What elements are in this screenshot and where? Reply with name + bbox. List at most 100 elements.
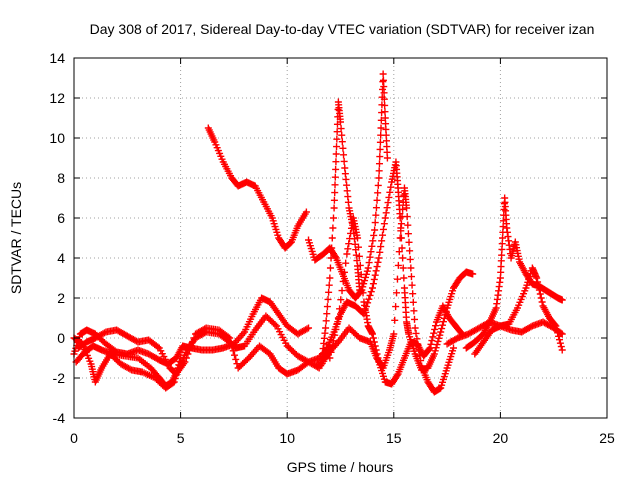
data-point-marker	[375, 174, 383, 182]
data-point-marker	[176, 357, 184, 365]
data-point-marker	[369, 280, 377, 288]
data-point-marker	[364, 264, 372, 272]
data-point-marker	[403, 204, 411, 212]
data-point-marker	[408, 281, 416, 289]
data-point-marker	[338, 131, 346, 139]
data-point-marker	[336, 305, 344, 313]
data-point-marker	[231, 351, 239, 359]
chart-title: Day 308 of 2017, Sidereal Day-to-day VTE…	[90, 21, 595, 37]
x-axis-label: GPS time / hours	[287, 459, 394, 475]
data-point-marker	[332, 325, 340, 333]
data-point-marker	[329, 224, 337, 232]
data-point-marker	[175, 361, 183, 369]
data-point-marker	[305, 324, 313, 332]
data-point-marker	[377, 124, 385, 132]
data-point-marker	[346, 235, 354, 243]
data-point-marker	[177, 354, 185, 362]
data-point-marker	[557, 343, 565, 351]
x-tick-label: 10	[279, 430, 295, 446]
data-point-marker	[328, 244, 336, 252]
data-point-marker	[367, 248, 375, 256]
series-sat-j	[313, 184, 457, 396]
data-point-marker	[432, 322, 440, 330]
data-point-marker	[190, 334, 198, 342]
data-point-marker	[367, 288, 375, 296]
data-point-marker	[356, 261, 364, 269]
data-point-marker	[170, 378, 178, 386]
data-point-marker	[403, 213, 411, 221]
data-point-marker	[325, 281, 333, 289]
data-point-marker	[439, 321, 447, 329]
data-point-marker	[405, 238, 413, 246]
data-point-marker	[397, 227, 405, 235]
data-point-marker	[533, 274, 541, 282]
data-point-marker	[452, 335, 460, 343]
y-tick-label: -4	[53, 410, 66, 426]
data-point-marker	[412, 329, 420, 337]
data-point-marker	[100, 329, 108, 337]
data-point-marker	[449, 344, 457, 352]
y-axis-label: SDTVAR / TECUs	[8, 182, 24, 294]
data-point-marker	[365, 295, 373, 303]
y-tick-label: -2	[53, 370, 66, 386]
data-point-marker	[366, 291, 374, 299]
data-point-marker	[407, 273, 415, 281]
data-point-marker	[375, 254, 383, 262]
data-point-marker	[381, 108, 389, 116]
data-point-marker	[404, 221, 412, 229]
data-point-marker	[434, 337, 442, 345]
data-point-marker	[330, 196, 338, 204]
data-point-marker	[436, 331, 444, 339]
data-point-marker	[435, 334, 443, 342]
data-point-marker	[334, 314, 342, 322]
x-tick-label: 20	[493, 430, 509, 446]
data-point-marker	[375, 167, 383, 175]
data-point-marker	[427, 340, 435, 348]
data-point-marker	[354, 234, 362, 242]
data-point-marker	[469, 270, 477, 278]
data-point-marker	[558, 296, 566, 304]
data-point-marker	[415, 346, 423, 354]
data-point-marker	[347, 229, 355, 237]
data-point-marker	[372, 204, 380, 212]
data-point-marker	[359, 289, 367, 297]
data-point-marker	[333, 128, 341, 136]
data-point-marker	[426, 344, 434, 352]
data-point-marker	[342, 259, 350, 267]
data-point-marker	[331, 173, 339, 181]
data-point-marker	[536, 290, 544, 298]
data-point-marker	[372, 211, 380, 219]
data-point-marker	[332, 158, 340, 166]
data-point-marker	[371, 271, 379, 279]
x-tick-label: 25	[599, 430, 615, 446]
data-point-marker	[395, 248, 403, 256]
data-point-marker	[409, 298, 417, 306]
y-tick-label: 6	[57, 210, 65, 226]
data-point-marker	[379, 70, 387, 78]
data-point-marker	[393, 275, 401, 283]
data-point-marker	[371, 226, 379, 234]
series-sat-e	[204, 124, 310, 252]
x-tick-label: 15	[386, 430, 402, 446]
data-point-marker	[381, 214, 389, 222]
data-point-marker	[329, 214, 337, 222]
data-point-marker	[413, 335, 421, 343]
data-point-marker	[338, 138, 346, 146]
data-point-marker	[332, 165, 340, 173]
data-point-marker	[243, 355, 251, 363]
data-point-marker	[558, 346, 566, 354]
x-tick-label: 0	[70, 430, 78, 446]
data-point-marker	[326, 274, 334, 282]
data-point-marker	[375, 160, 383, 168]
data-point-marker	[345, 240, 353, 248]
data-point-marker	[416, 351, 424, 359]
data-point-marker	[232, 355, 240, 363]
data-point-marker	[433, 341, 441, 349]
data-point-marker	[391, 316, 399, 324]
data-point-marker	[322, 324, 330, 332]
data-point-marker	[355, 252, 363, 260]
data-point-marker	[337, 118, 344, 126]
data-point-marker	[432, 344, 440, 352]
data-point-marker	[338, 287, 346, 295]
data-point-marker	[428, 337, 436, 345]
